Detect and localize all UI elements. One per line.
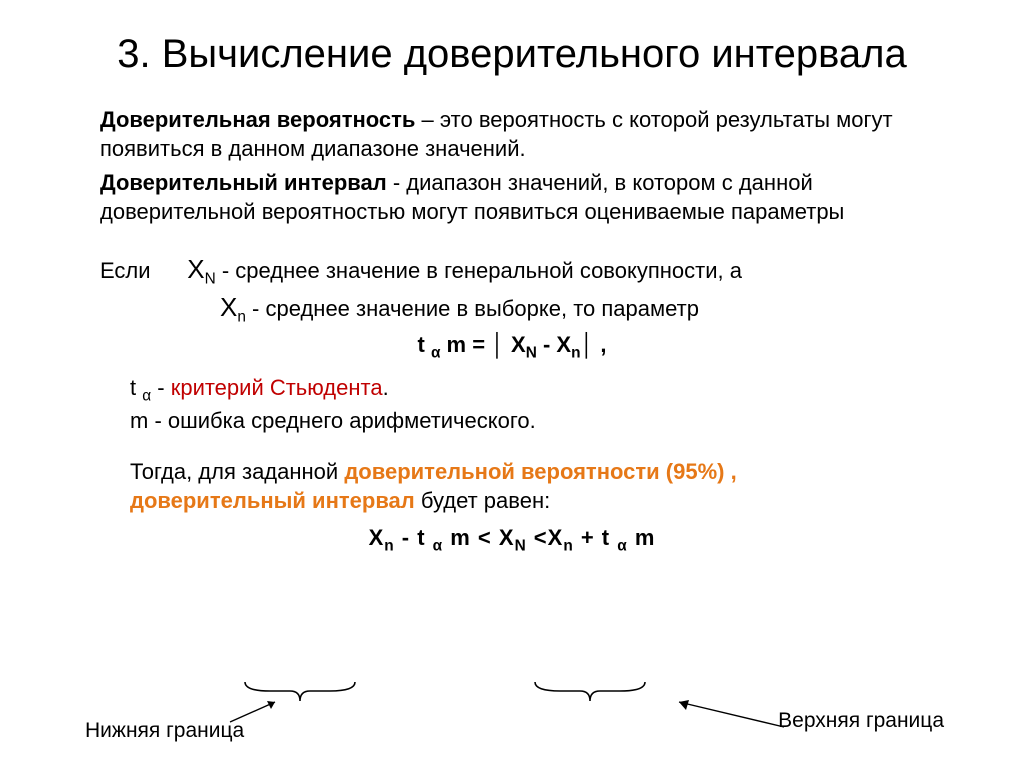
xn-rest: - среднее значение в выборке, то парамет… <box>252 296 699 321</box>
sym-Xn: X <box>220 292 237 322</box>
student-criterion: критерий Стьюдента <box>171 375 383 400</box>
line-xn: Xn - среднее значение в выборке, то пара… <box>60 291 964 327</box>
if-prefix: Если <box>100 258 151 283</box>
definition-probability: Доверительная вероятность – это вероятно… <box>60 106 964 163</box>
line-m-def: m - ошибка среднего арифметического. <box>60 407 964 436</box>
line-then2: доверительный интервал будет равен: <box>60 487 964 516</box>
brace-upper-icon <box>530 679 650 705</box>
label-upper-bound: Верхняя граница <box>778 709 944 733</box>
line-if-xN: Если XN - среднее значение в генеральной… <box>60 253 964 289</box>
line-talpha-def: t α - критерий Стьюдента. <box>60 374 964 406</box>
confidence-interval-label: доверительный интервал <box>130 488 415 513</box>
sym-XN: X <box>187 254 204 284</box>
line-then: Тогда, для заданной доверительной вероят… <box>60 458 964 487</box>
formula-talpha-m: t α m = │ XN - Xn│ , <box>60 331 964 363</box>
sub-n: n <box>237 308 246 325</box>
term-probability: Доверительная вероятность <box>100 107 415 132</box>
formula-interval: Xn - t α m < XN <Xn + t α m <box>60 524 964 556</box>
if-rest: - среднее значение в генеральной совокуп… <box>222 258 742 283</box>
arrow-upper-icon <box>669 697 789 737</box>
slide-title: 3. Вычисление доверительного интервала <box>60 30 964 78</box>
confidence-95: доверительной вероятности (95%) , <box>344 459 736 484</box>
term-interval: Доверительный интервал <box>100 170 387 195</box>
slide-root: 3. Вычисление доверительного интервала Д… <box>0 0 1024 767</box>
definition-interval: Доверительный интервал - диапазон значен… <box>60 169 964 226</box>
sub-N: N <box>205 271 216 288</box>
label-lower-bound: Нижняя граница <box>85 719 244 743</box>
slide-body: Доверительная вероятность – это вероятно… <box>60 106 964 556</box>
